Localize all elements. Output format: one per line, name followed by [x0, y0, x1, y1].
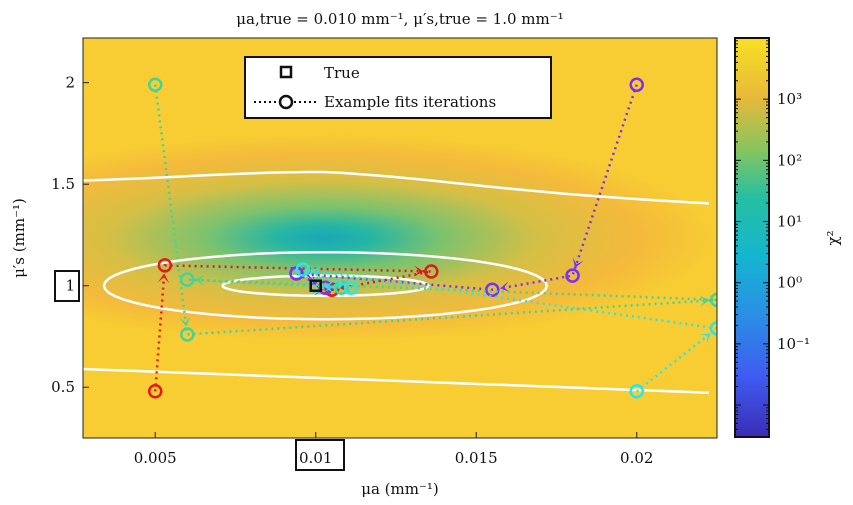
x-tick-label: 0.01	[299, 449, 332, 467]
colorbar-tick-label: 10⁰	[777, 274, 802, 292]
x-axis-ticks: 0.005 0.01 0.015 0.02	[134, 432, 653, 467]
legend: True Example fits iterations	[244, 56, 552, 119]
contour-middle	[102, 250, 549, 321]
series-point	[565, 268, 580, 283]
y-true-label-box	[54, 270, 80, 302]
series-point	[324, 282, 340, 298]
x-true-label-box	[295, 439, 345, 471]
legend-fit-marker	[278, 94, 294, 110]
series-point	[629, 77, 644, 92]
y-axis-ticks: 0.5 1 1.5 2	[51, 74, 89, 396]
y-tick-label: 1.5	[51, 175, 75, 193]
series-arrowhead	[310, 266, 321, 278]
series-arrowhead	[195, 274, 205, 286]
series-arrowhead	[323, 281, 334, 293]
series-point	[180, 272, 195, 287]
series-arrowhead	[332, 276, 344, 287]
fit-series	[147, 77, 717, 399]
series-point	[295, 262, 311, 277]
series-point	[709, 321, 717, 336]
series-point	[629, 384, 644, 399]
series-arrowhead	[413, 265, 424, 277]
colorbar-ticks: 10⁻¹ 10⁰ 10¹ 10² 10³	[735, 37, 810, 438]
series-point	[709, 292, 717, 308]
series-point	[180, 327, 195, 342]
y-tick-label: 1	[65, 277, 75, 295]
series-line	[302, 268, 717, 393]
x-axis-label: μa (mm⁻¹)	[361, 480, 439, 498]
series-arrowhead	[179, 316, 191, 327]
colorbar-tick-label: 10³	[777, 90, 802, 108]
series-point	[147, 384, 163, 399]
contour-lines	[83, 170, 710, 394]
colorbar-tick-label: 10⁻¹	[777, 335, 810, 353]
legend-entry-fits: Example fits iterations	[324, 93, 496, 111]
series-arrowhead	[699, 333, 711, 344]
series-arrowhead	[572, 257, 584, 268]
legend-box	[244, 56, 552, 119]
colorbar-gradient	[734, 37, 770, 438]
series-arrowhead	[307, 275, 319, 286]
chart-title: μa,true = 0.010 mm⁻¹, μ′s,true = 1.0 mm⁻…	[236, 10, 563, 28]
x-tick-label: 0.02	[620, 449, 653, 467]
y-tick-label: 2	[65, 74, 75, 92]
legend-true-marker	[279, 65, 293, 79]
series-point	[334, 280, 349, 295]
contour-outer-upper	[83, 170, 710, 205]
colorbar-label: χ²	[824, 230, 842, 245]
x-tick-label: 0.005	[134, 449, 177, 467]
x-tick-label: 0.015	[455, 449, 498, 467]
colorbar-tick-label: 10²	[777, 151, 802, 169]
series-point	[424, 264, 439, 279]
colorbar: 10⁻¹ 10⁰ 10¹ 10² 10³ χ²	[734, 37, 842, 438]
contour-inner	[221, 274, 430, 298]
series-point	[147, 77, 163, 92]
series-point	[343, 280, 359, 295]
series-arrowhead	[323, 281, 334, 293]
series-point	[157, 258, 173, 273]
series-point	[485, 282, 500, 298]
series-arrowhead	[500, 281, 511, 293]
series-arrowhead	[157, 273, 170, 284]
y-axis-label: μ′s (mm⁻¹)	[10, 198, 28, 278]
legend-entry-true: True	[324, 64, 360, 82]
true-point-marker	[309, 279, 322, 292]
colorbar-tick-label: 10¹	[777, 213, 802, 231]
plot-frame	[82, 37, 718, 439]
y-tick-label: 0.5	[51, 378, 75, 396]
series-line	[153, 84, 717, 336]
contour-outer-lower	[83, 367, 710, 394]
series-arrowhead	[699, 295, 709, 307]
